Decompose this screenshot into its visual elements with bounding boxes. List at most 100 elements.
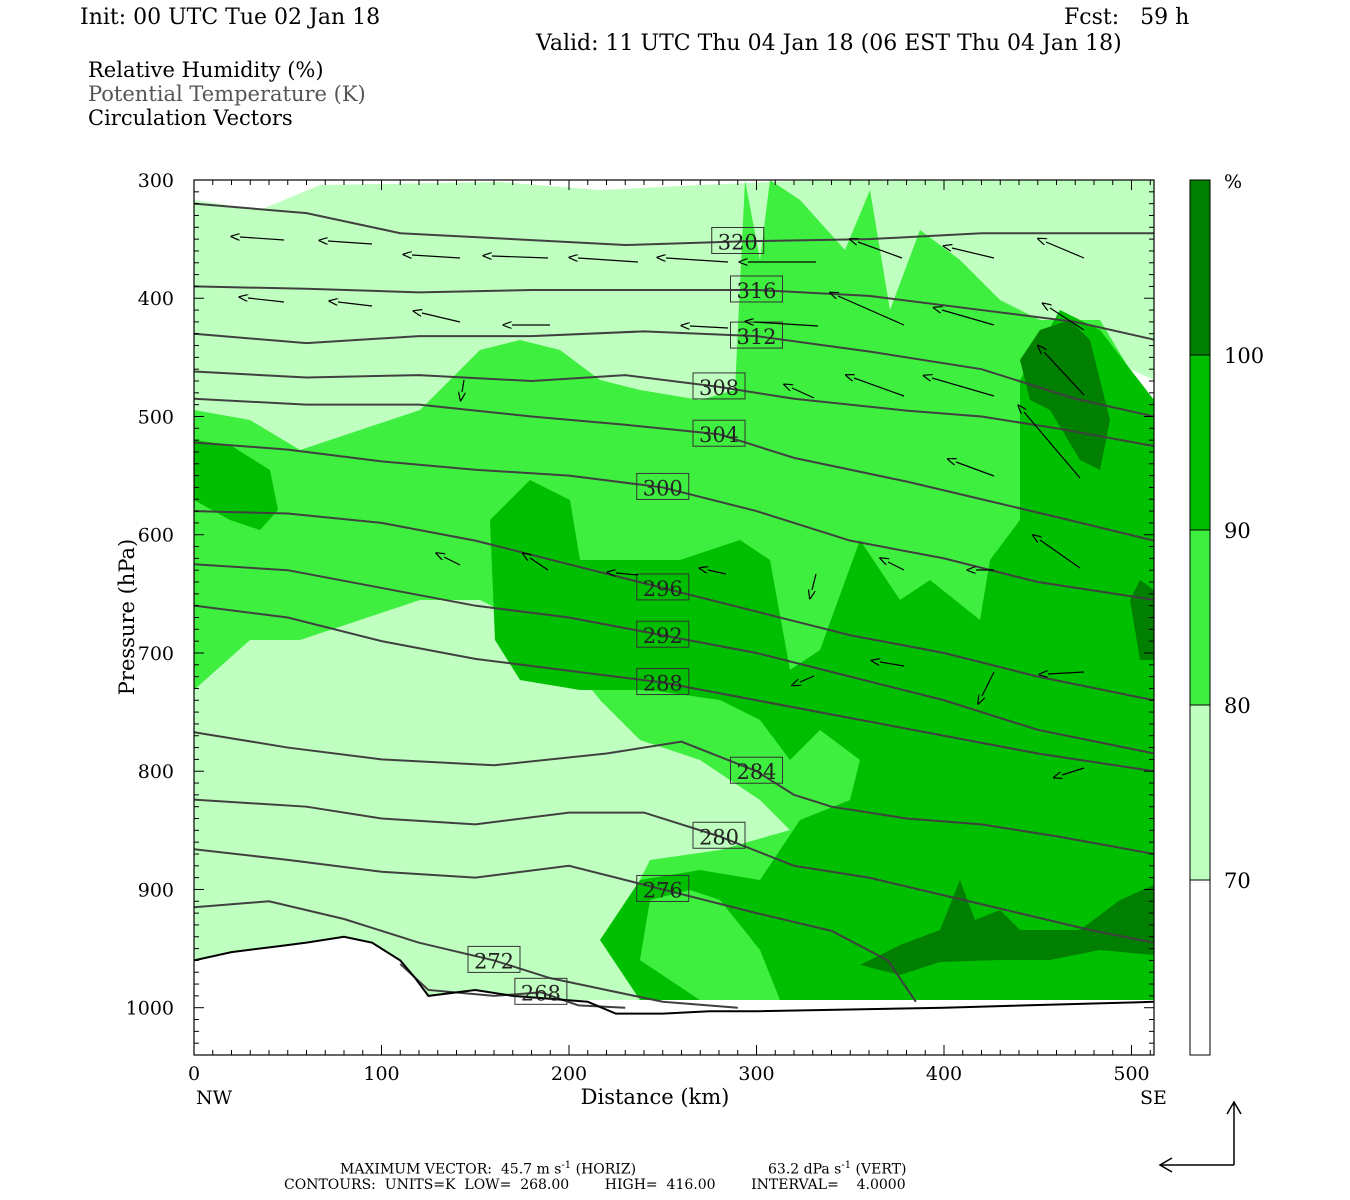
vector-arrow <box>1024 412 1081 479</box>
vector-arrow <box>578 258 639 263</box>
terrain-surface <box>194 935 1154 1015</box>
vector-arrow <box>666 258 729 263</box>
theta-contour-label: 284 <box>730 756 783 784</box>
svg-text:316: 316 <box>736 279 776 303</box>
vector-arrow <box>880 662 905 667</box>
below-ground <box>194 936 1154 1055</box>
svg-text:304: 304 <box>699 423 739 447</box>
vector-arrow <box>690 326 729 328</box>
theta-contour-label: 300 <box>636 472 690 500</box>
x-tick-label: 400 <box>926 1063 962 1085</box>
field-vectors: Circulation Vectors <box>88 106 293 130</box>
vector-arrow <box>956 462 995 477</box>
theta-contour-label: 308 <box>692 372 746 400</box>
svg-text:300: 300 <box>643 476 683 500</box>
forecast-hour: Fcst: 59 h <box>1064 5 1190 30</box>
vector-arrow <box>792 388 815 399</box>
theta-contour-line <box>194 731 1154 855</box>
colorbar-light-green <box>1189 704 1211 881</box>
y-tick-label: 300 <box>138 170 174 192</box>
vector-arrow <box>492 256 549 258</box>
vector-arrow <box>854 378 905 397</box>
theta-contour-line <box>194 848 917 1003</box>
vector-arrow <box>1040 540 1081 569</box>
circulation-vectors <box>240 237 1085 775</box>
vector-arrow <box>932 378 995 397</box>
theta-contour-line <box>399 963 626 1009</box>
theta-contour-label: 288 <box>636 668 690 696</box>
field-rh: Relative Humidity (%) <box>88 58 324 82</box>
y-tick-label: 400 <box>138 288 174 310</box>
theta-contour-line <box>194 798 1154 944</box>
y-tick-labels: 300 400 500 600 700 800 900 1000 <box>126 170 174 1020</box>
vector-arrow <box>800 675 815 682</box>
vector-arrow <box>858 242 903 259</box>
theta-contour-line <box>194 202 1154 247</box>
theta-contour-label: 296 <box>636 573 690 601</box>
svg-text:272: 272 <box>474 949 514 973</box>
vector-arrow <box>982 671 995 696</box>
vector-arrow <box>1050 308 1085 331</box>
theta-contour-label: 280 <box>692 821 746 849</box>
max-vector-horizontal: MAXIMUM VECTOR: 45.7 m s-1 (HORIZ) <box>340 1160 637 1178</box>
x-tick-label: 100 <box>363 1063 399 1085</box>
theta-contour-line <box>194 900 738 1009</box>
rh-90-100-region <box>490 310 1154 1000</box>
colorbar-level-80: 80 <box>1224 694 1251 718</box>
y-tick-label: 500 <box>138 406 174 428</box>
colorbar-unit: % <box>1224 171 1242 193</box>
vector-arrow <box>888 562 905 571</box>
theta-contour-label: 316 <box>730 275 783 303</box>
theta-contour-line <box>194 604 1154 773</box>
colorbar-white <box>1189 879 1211 1056</box>
vector-arrow <box>328 241 373 245</box>
vector-arrow <box>1062 767 1085 775</box>
plot-area: 268 272 276 280 284 288 292 296 300 304 308 312 316 3… <box>194 180 1154 1055</box>
field-theta: Potential Temperature (K) <box>88 82 366 106</box>
theta-contour-line <box>194 563 1154 755</box>
y-tick-label: 800 <box>138 761 174 783</box>
rh-100-right <box>1130 580 1154 660</box>
theta-contours <box>194 202 1154 1009</box>
vector-arrow <box>1044 352 1085 396</box>
theta-contour-label: 276 <box>636 874 690 902</box>
vector-arrow <box>812 573 817 590</box>
y-tick-label: 900 <box>138 879 174 901</box>
vector-arrow <box>754 322 819 327</box>
theta-contour-label: 320 <box>711 226 765 254</box>
colorbar: % 70 80 90 100 <box>1189 171 1264 1056</box>
vector-arrow <box>616 573 639 575</box>
vector-arrow <box>444 557 461 566</box>
svg-text:276: 276 <box>643 878 683 902</box>
init-time: Init: 00 UTC Tue 02 Jan 18 <box>80 5 381 30</box>
y-axis-label: Pressure (hPa) <box>115 539 139 695</box>
theta-contour-label: 268 <box>514 977 568 1005</box>
y-tick-label: 700 <box>138 643 174 665</box>
vector-arrow <box>248 298 285 303</box>
x-right-end-label: SE <box>1140 1087 1167 1109</box>
reference-vector-icon <box>1158 1100 1242 1173</box>
x-tick-labels: 0 100 200 300 400 500 <box>188 1063 1150 1085</box>
x-tick-label: 500 <box>1113 1063 1149 1085</box>
x-tick-label: 300 <box>738 1063 774 1085</box>
colorbar-green <box>1189 529 1211 706</box>
svg-text:284: 284 <box>736 760 776 784</box>
vector-arrow <box>530 558 549 571</box>
svg-text:320: 320 <box>718 230 758 254</box>
y-tick-label: 600 <box>138 525 174 547</box>
vector-arrow <box>412 255 461 259</box>
vector-arrow <box>422 313 461 323</box>
x-tick-label: 0 <box>188 1063 200 1085</box>
svg-text:288: 288 <box>643 672 683 696</box>
valid-time: Valid: 11 UTC Thu 04 Jan 18 (06 EST Thu … <box>536 31 1122 56</box>
y-tick-label: 1000 <box>126 998 174 1020</box>
svg-text:280: 280 <box>699 825 739 849</box>
theta-contour-labels: 268 272 276 280 284 288 292 296 300 304 308 312 316 3… <box>467 226 783 1005</box>
theta-contour-line <box>194 370 1154 448</box>
svg-text:308: 308 <box>699 376 739 400</box>
max-vector-vertical: 63.2 dPa s-1 (VERT) <box>768 1160 907 1178</box>
vector-arrow <box>838 296 905 326</box>
colorbar-level-70: 70 <box>1224 869 1251 893</box>
theta-contour-line <box>194 397 1154 542</box>
